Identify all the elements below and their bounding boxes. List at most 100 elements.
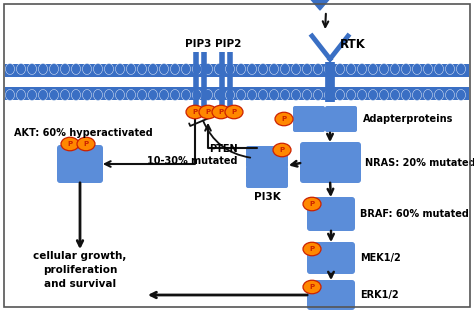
Ellipse shape — [6, 63, 15, 75]
Ellipse shape — [391, 90, 400, 100]
Ellipse shape — [159, 63, 168, 75]
Ellipse shape — [104, 63, 113, 75]
Ellipse shape — [346, 90, 356, 100]
Ellipse shape — [93, 63, 102, 75]
Text: PTEN
10-30% mutated: PTEN 10-30% mutated — [147, 144, 238, 165]
Ellipse shape — [423, 63, 432, 75]
Ellipse shape — [446, 90, 455, 100]
FancyBboxPatch shape — [246, 146, 288, 168]
Ellipse shape — [192, 63, 201, 75]
Ellipse shape — [346, 63, 356, 75]
Text: AKT: 60% hyperactivated: AKT: 60% hyperactivated — [14, 128, 153, 138]
FancyBboxPatch shape — [246, 166, 288, 188]
Text: P: P — [280, 147, 284, 153]
Ellipse shape — [226, 63, 235, 75]
Ellipse shape — [391, 63, 400, 75]
Ellipse shape — [225, 105, 243, 119]
Ellipse shape — [27, 63, 36, 75]
Polygon shape — [308, 0, 332, 10]
Ellipse shape — [380, 63, 389, 75]
Ellipse shape — [93, 90, 102, 100]
Ellipse shape — [435, 63, 444, 75]
Ellipse shape — [237, 90, 246, 100]
Ellipse shape — [368, 63, 377, 75]
Ellipse shape — [127, 63, 136, 75]
Ellipse shape — [270, 90, 279, 100]
Ellipse shape — [159, 90, 168, 100]
Ellipse shape — [186, 105, 204, 119]
Ellipse shape — [38, 63, 47, 75]
Text: NRAS: 20% mutated: NRAS: 20% mutated — [365, 157, 474, 168]
Ellipse shape — [401, 63, 410, 75]
Ellipse shape — [456, 90, 465, 100]
Text: P: P — [310, 284, 315, 290]
Ellipse shape — [456, 63, 465, 75]
FancyBboxPatch shape — [300, 142, 361, 183]
Ellipse shape — [82, 63, 91, 75]
Ellipse shape — [273, 143, 291, 157]
Text: P: P — [205, 109, 210, 115]
Ellipse shape — [336, 63, 345, 75]
FancyBboxPatch shape — [325, 106, 357, 132]
Ellipse shape — [137, 63, 146, 75]
Ellipse shape — [61, 90, 70, 100]
Ellipse shape — [292, 63, 301, 75]
Ellipse shape — [215, 63, 224, 75]
Ellipse shape — [17, 63, 26, 75]
FancyBboxPatch shape — [293, 106, 325, 132]
Ellipse shape — [182, 90, 191, 100]
Ellipse shape — [247, 90, 256, 100]
Ellipse shape — [72, 90, 81, 100]
Ellipse shape — [182, 63, 191, 75]
Ellipse shape — [148, 63, 157, 75]
Ellipse shape — [127, 90, 136, 100]
Ellipse shape — [325, 63, 334, 75]
Ellipse shape — [275, 112, 293, 126]
Ellipse shape — [215, 90, 224, 100]
Ellipse shape — [423, 90, 432, 100]
Text: P: P — [231, 109, 237, 115]
Ellipse shape — [137, 90, 146, 100]
Ellipse shape — [258, 90, 267, 100]
Ellipse shape — [171, 90, 180, 100]
Ellipse shape — [38, 90, 47, 100]
FancyBboxPatch shape — [57, 145, 103, 183]
Ellipse shape — [303, 197, 321, 211]
Ellipse shape — [258, 63, 267, 75]
Ellipse shape — [270, 63, 279, 75]
Ellipse shape — [303, 280, 321, 294]
FancyBboxPatch shape — [307, 197, 355, 231]
Ellipse shape — [104, 90, 113, 100]
Text: PIP3: PIP3 — [185, 39, 211, 49]
Text: PI3K: PI3K — [254, 192, 281, 202]
Ellipse shape — [49, 90, 58, 100]
Ellipse shape — [226, 90, 235, 100]
Ellipse shape — [77, 137, 95, 151]
Ellipse shape — [302, 90, 311, 100]
Ellipse shape — [203, 63, 212, 75]
Text: P: P — [282, 116, 287, 122]
Text: PIP2: PIP2 — [215, 39, 241, 49]
Ellipse shape — [82, 90, 91, 100]
Ellipse shape — [61, 63, 70, 75]
FancyBboxPatch shape — [307, 280, 355, 310]
Ellipse shape — [199, 105, 217, 119]
Ellipse shape — [148, 90, 157, 100]
Ellipse shape — [171, 63, 180, 75]
Text: P: P — [310, 246, 315, 252]
Ellipse shape — [27, 90, 36, 100]
Text: ERK1/2: ERK1/2 — [360, 290, 399, 300]
Ellipse shape — [247, 63, 256, 75]
Ellipse shape — [61, 137, 79, 151]
Text: RTK: RTK — [340, 38, 366, 50]
Ellipse shape — [380, 90, 389, 100]
Ellipse shape — [446, 63, 455, 75]
Text: BRAF: 60% mutated: BRAF: 60% mutated — [360, 209, 469, 219]
Text: P: P — [67, 141, 73, 147]
Ellipse shape — [212, 105, 230, 119]
Ellipse shape — [325, 90, 334, 100]
Ellipse shape — [237, 63, 246, 75]
Ellipse shape — [281, 63, 290, 75]
Ellipse shape — [6, 90, 15, 100]
Ellipse shape — [357, 63, 366, 75]
